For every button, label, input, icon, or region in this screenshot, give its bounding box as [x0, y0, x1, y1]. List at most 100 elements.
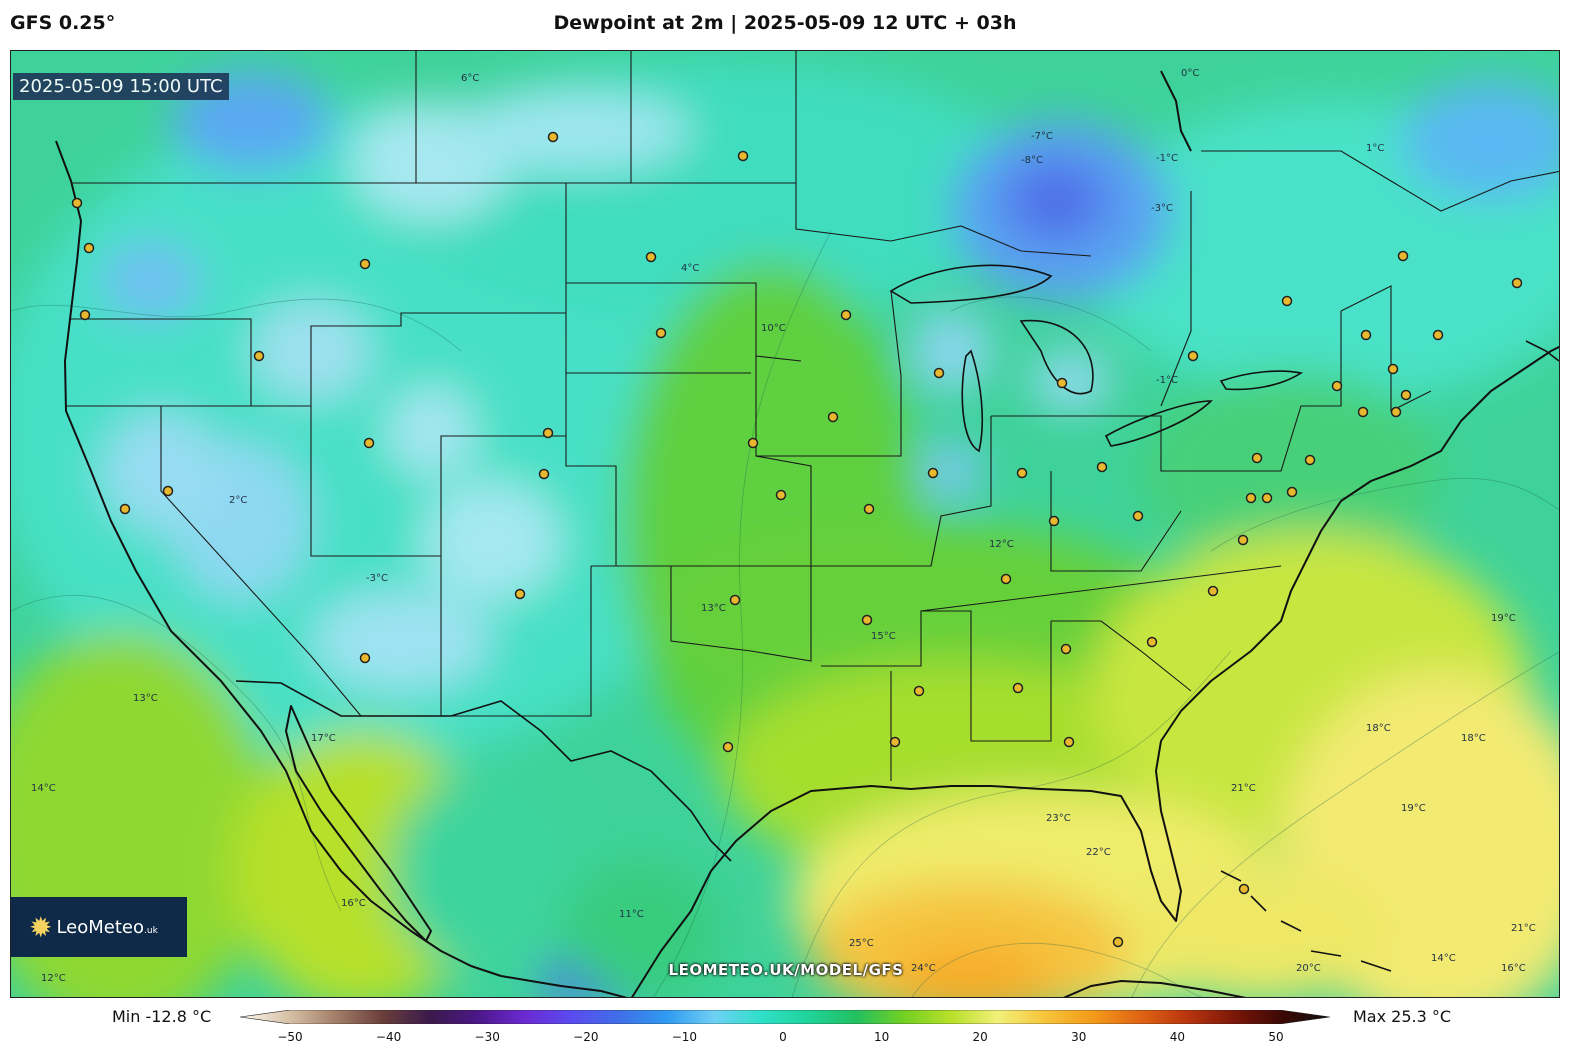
city-marker[interactable] — [1261, 492, 1273, 504]
contour-label: 21°C — [1511, 923, 1536, 934]
city-marker[interactable] — [363, 437, 375, 449]
leometeo-logo[interactable]: ✹ LeoMeteo .uk — [11, 897, 187, 957]
city-marker[interactable] — [737, 150, 749, 162]
legend-min-label: Min -12.8 °C — [112, 1007, 212, 1026]
city-marker[interactable] — [722, 741, 734, 753]
city-marker[interactable] — [913, 685, 925, 697]
city-marker[interactable] — [861, 614, 873, 626]
city-marker[interactable] — [840, 309, 852, 321]
colorbar-tick-label: 10 — [873, 1030, 890, 1044]
coastlines — [55, 70, 1559, 997]
contour-label: 18°C — [1461, 733, 1486, 744]
city-marker[interactable] — [1286, 486, 1298, 498]
city-marker[interactable] — [1304, 454, 1316, 466]
colorbar-tick-label: 0 — [779, 1030, 787, 1044]
city-marker[interactable] — [1048, 515, 1060, 527]
colorbar-tick-label: −10 — [671, 1030, 698, 1044]
chart-title: Dewpoint at 2m | 2025-05-09 12 UTC + 03h — [553, 12, 1017, 34]
contour-label: 22°C — [1086, 847, 1111, 858]
colorbar-tick-label: 30 — [1071, 1030, 1087, 1044]
city-marker[interactable] — [827, 411, 839, 423]
city-marker[interactable] — [1360, 329, 1372, 341]
city-marker[interactable] — [547, 131, 559, 143]
contour-label: 14°C — [31, 783, 56, 794]
city-marker[interactable] — [1331, 380, 1343, 392]
city-marker[interactable] — [1000, 573, 1012, 585]
city-marker[interactable] — [119, 503, 131, 515]
colorbar-tick-label: 20 — [972, 1030, 988, 1044]
city-marker[interactable] — [1132, 510, 1144, 522]
city-marker[interactable] — [1397, 250, 1409, 262]
city-marker[interactable] — [1387, 363, 1399, 375]
city-marker[interactable] — [359, 258, 371, 270]
city-marker[interactable] — [1060, 643, 1072, 655]
source-url[interactable]: LEOMETEO.UK/MODEL/GFS — [668, 961, 904, 979]
colorbar-tick-label: −30 — [474, 1030, 500, 1044]
city-marker[interactable] — [889, 736, 901, 748]
city-marker[interactable] — [775, 489, 787, 501]
city-marker[interactable] — [538, 468, 550, 480]
city-marker[interactable] — [1237, 534, 1249, 546]
city-marker[interactable] — [1245, 492, 1257, 504]
city-marker[interactable] — [1281, 295, 1293, 307]
city-marker[interactable] — [645, 251, 657, 263]
city-marker[interactable] — [79, 309, 91, 321]
mexico-border — [235, 680, 732, 862]
dewpoint-map: 0°C -1°C -7°C -8°C -3°C 1°C 2°C 4°C -1°C 6°C 10°C 1… — [11, 51, 1559, 997]
contour-label: 19°C — [1491, 613, 1516, 624]
city-marker[interactable] — [933, 367, 945, 379]
city-marker[interactable] — [1016, 467, 1028, 479]
contour-label: 10°C — [761, 323, 786, 334]
contour-label: 21°C — [1231, 783, 1256, 794]
city-marker[interactable] — [1432, 329, 1444, 341]
contour-label: 19°C — [1401, 803, 1426, 814]
city-marker[interactable] — [655, 327, 667, 339]
city-marker[interactable] — [253, 350, 265, 362]
contour-label: 20°C — [1296, 963, 1321, 974]
legend-max-label: Max 25.3 °C — [1353, 1007, 1452, 1026]
colorbar-tick-label: −20 — [573, 1030, 599, 1044]
contour-label: -3°C — [366, 573, 388, 584]
contour-label: 16°C — [1501, 963, 1526, 974]
city-marker[interactable] — [1096, 461, 1108, 473]
logo-name: LeoMeteo — [56, 916, 145, 938]
contour-label: 17°C — [311, 733, 336, 744]
city-marker[interactable] — [729, 594, 741, 606]
city-marker[interactable] — [1063, 736, 1075, 748]
city-marker[interactable] — [542, 427, 554, 439]
city-marker[interactable] — [514, 588, 526, 600]
city-marker[interactable] — [863, 503, 875, 515]
contour-labels: 0°C -1°C -7°C -8°C -3°C 1°C 2°C 4°C -1°C 6°C 10°C 1… — [31, 68, 1536, 984]
contour-label: 0°C — [1181, 68, 1199, 79]
contour-label: -1°C — [1156, 153, 1178, 164]
contour-label: 25°C — [849, 938, 874, 949]
map-view[interactable]: 0°C -1°C -7°C -8°C -3°C 1°C 2°C 4°C -1°C 6°C 10°C 1… — [10, 50, 1560, 998]
contour-label: 4°C — [681, 263, 699, 274]
city-marker[interactable] — [1511, 277, 1523, 289]
city-marker[interactable] — [1146, 636, 1158, 648]
city-marker[interactable] — [162, 485, 174, 497]
city-marker[interactable] — [359, 652, 371, 664]
city-marker[interactable] — [1187, 350, 1199, 362]
city-marker[interactable] — [71, 197, 83, 209]
contour-label: 2°C — [229, 495, 247, 506]
city-marker[interactable] — [1390, 406, 1402, 418]
contour-label: -7°C — [1031, 131, 1053, 142]
city-marker[interactable] — [1238, 883, 1250, 895]
colorbar-tick-label: −50 — [277, 1030, 303, 1044]
city-marker[interactable] — [83, 242, 95, 254]
contour-label: -3°C — [1151, 203, 1173, 214]
city-marker[interactable] — [1012, 682, 1024, 694]
city-marker[interactable] — [1207, 585, 1219, 597]
city-marker[interactable] — [1400, 389, 1412, 401]
contour-label: 11°C — [619, 909, 644, 920]
great-lakes — [889, 264, 1304, 453]
city-marker[interactable] — [1056, 377, 1068, 389]
city-marker[interactable] — [747, 437, 759, 449]
contour-label: 16°C — [341, 898, 366, 909]
city-marker[interactable] — [1112, 936, 1124, 948]
city-marker[interactable] — [927, 467, 939, 479]
city-marker[interactable] — [1251, 452, 1263, 464]
city-marker[interactable] — [1357, 406, 1369, 418]
colorbar-tick-label: 40 — [1169, 1030, 1186, 1044]
